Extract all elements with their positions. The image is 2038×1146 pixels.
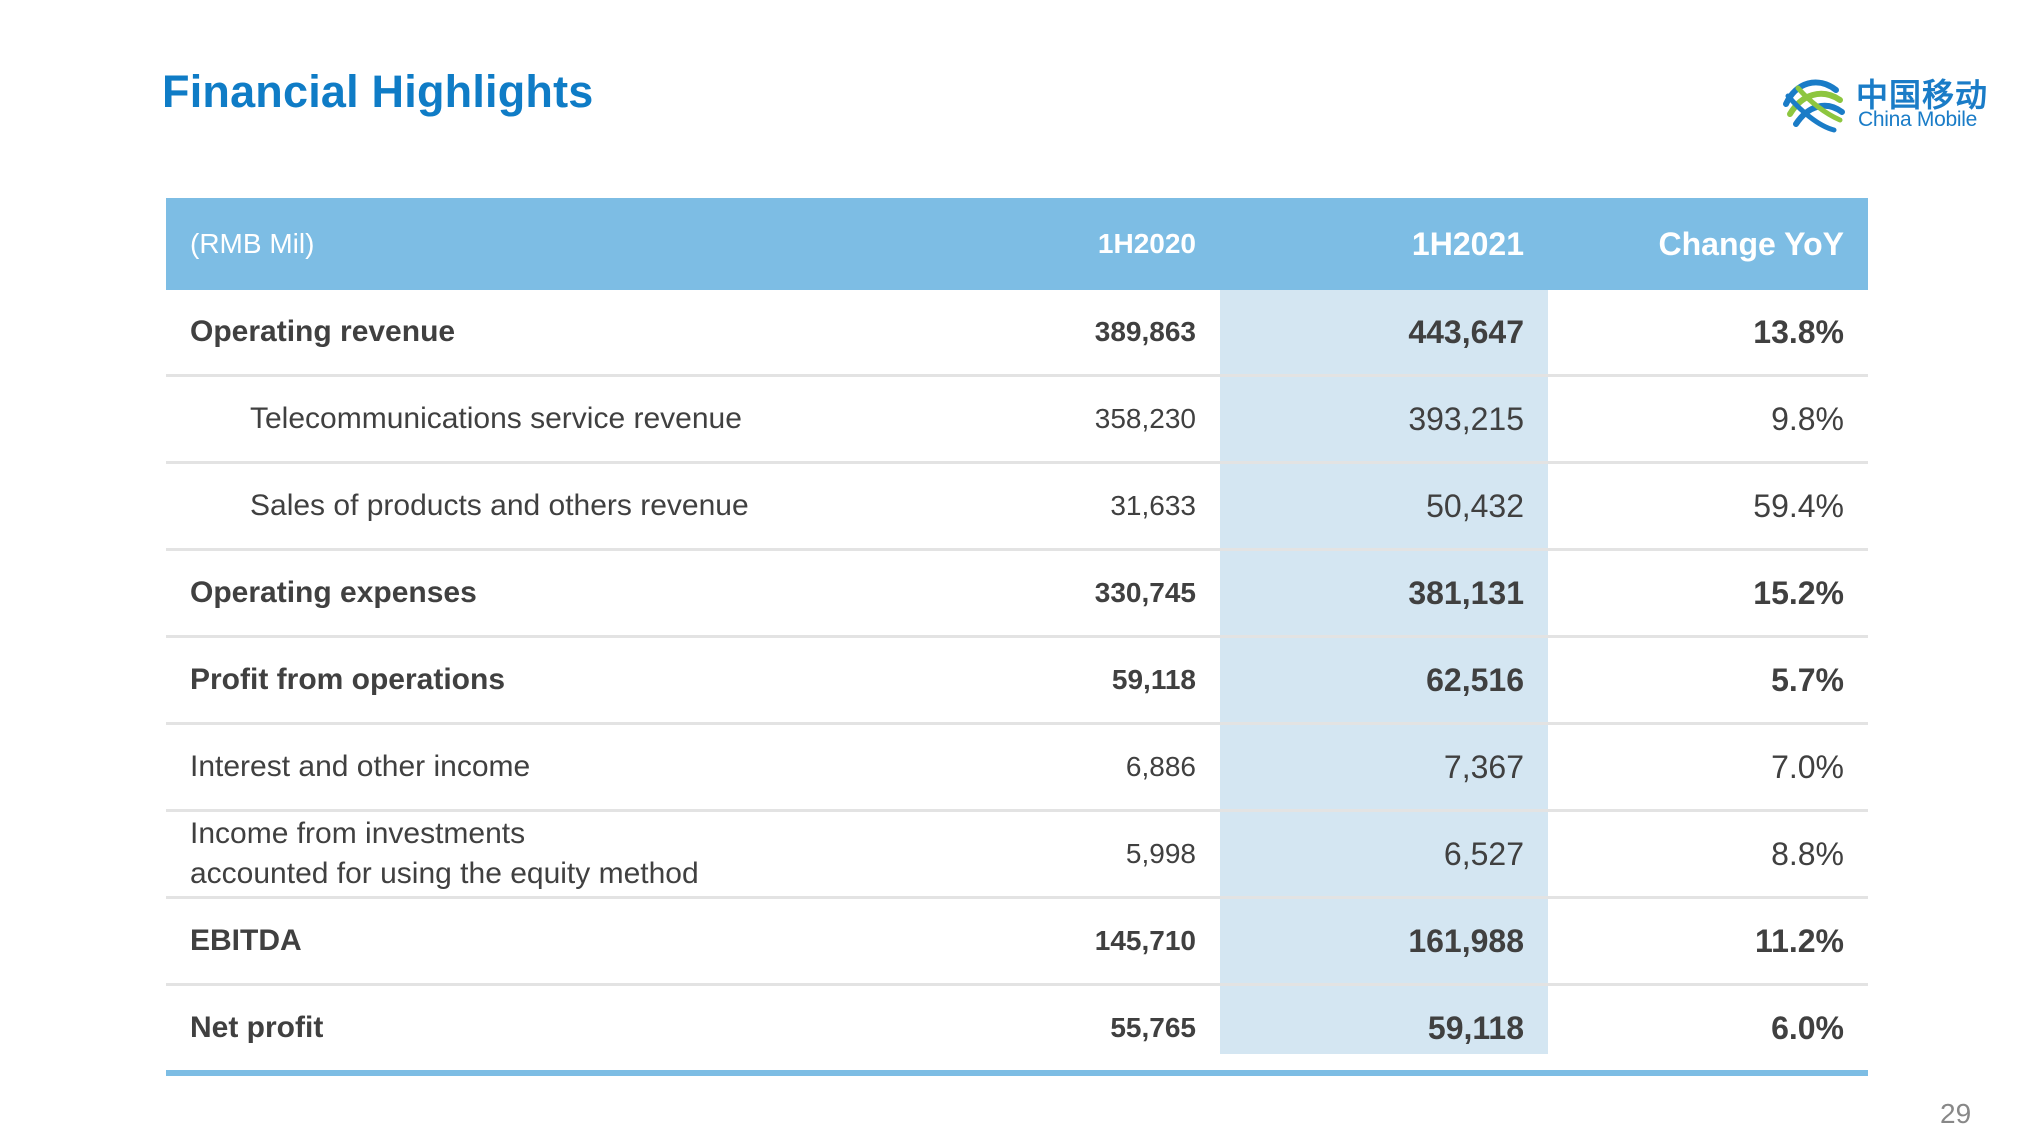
value-1h2020: 55,765 [1110,1012,1196,1043]
row-label: Sales of products and others revenue [250,489,749,522]
value-1h2021: 59,118 [1427,1009,1524,1046]
row-label: EBITDA [190,924,302,957]
header-1h2021: 1H2021 [1411,225,1524,262]
value-1h2021: 50,432 [1426,487,1524,524]
table-row: Operating revenue 389,863 443,647 13.8% [166,290,1868,377]
value-1h2020: 6,886 [1125,751,1196,782]
value-1h2020: 389,863 [1094,316,1196,347]
company-logo: 中国移动 China Mobile [1778,68,1988,138]
page-title: Financial Highlights [162,66,594,117]
logo-english-text: China Mobile [1858,108,1977,131]
value-change: 8.8% [1771,835,1844,872]
row-label: Net profit [190,1011,324,1044]
value-change: 15.2% [1753,574,1844,611]
value-1h2021: 443,647 [1408,313,1524,350]
value-change: 6.0% [1771,1009,1844,1046]
value-1h2020: 145,710 [1094,925,1196,956]
logo-chinese-text: 中国移动 [1856,76,1989,114]
value-change: 11.2% [1755,922,1844,959]
table-header-row: (RMB Mil) 1H2020 1H2021 Change YoY [166,198,1868,290]
value-1h2021: 7,367 [1443,748,1524,785]
value-1h2021: 381,131 [1408,574,1524,611]
value-1h2020: 59,118 [1111,664,1196,695]
table-row: EBITDA 145,710 161,988 11.2% [166,899,1868,986]
row-label: Operating expenses [190,576,477,609]
financial-table: (RMB Mil) 1H2020 1H2021 Change YoY Opera… [166,198,1868,1076]
table-row: Operating expenses 330,745 381,131 15.2% [166,551,1868,638]
value-change: 5.7% [1771,661,1844,698]
value-change: 9.8% [1771,400,1844,437]
row-label: Profit from operations [190,663,506,696]
table-row: Net profit 55,765 59,118 6.0% [166,986,1868,1076]
page-number: 29 [1940,1098,1972,1129]
table-row: Interest and other income 6,886 7,367 7.… [166,725,1868,812]
value-1h2021: 393,215 [1408,400,1524,437]
value-1h2020: 5,998 [1125,838,1196,869]
value-1h2021: 6,527 [1443,835,1524,872]
header-unit: (RMB Mil) [190,228,315,259]
header-change-yoy: Change YoY [1658,225,1844,262]
table-row: Profit from operations 59,118 62,516 5.7… [166,638,1868,725]
row-label-line1: Income from investments [190,817,526,850]
row-label: Income from investments accounted for us… [166,814,1220,894]
table-row: Income from investments accounted for us… [166,812,1868,899]
value-1h2021: 62,516 [1426,661,1524,698]
highlight-column-1h2021 [1220,290,1548,1054]
header-1h2020: 1H2020 [1097,228,1196,259]
row-label: Interest and other income [190,750,531,783]
value-1h2020: 31,633 [1110,490,1196,521]
row-label: Telecommunications service revenue [250,402,742,435]
value-1h2021: 161,988 [1408,922,1524,959]
value-1h2020: 330,745 [1094,577,1196,608]
table-row: Telecommunications service revenue 358,2… [166,377,1868,464]
row-label-line2: accounted for using the equity method [190,857,699,890]
china-mobile-logo-icon [1783,79,1845,133]
value-1h2020: 358,230 [1094,403,1196,434]
value-change: 13.8% [1753,313,1844,350]
table-row: Sales of products and others revenue 31,… [166,464,1868,551]
value-change: 7.0% [1771,748,1844,785]
row-label: Operating revenue [190,315,456,348]
value-change: 59.4% [1753,487,1844,524]
